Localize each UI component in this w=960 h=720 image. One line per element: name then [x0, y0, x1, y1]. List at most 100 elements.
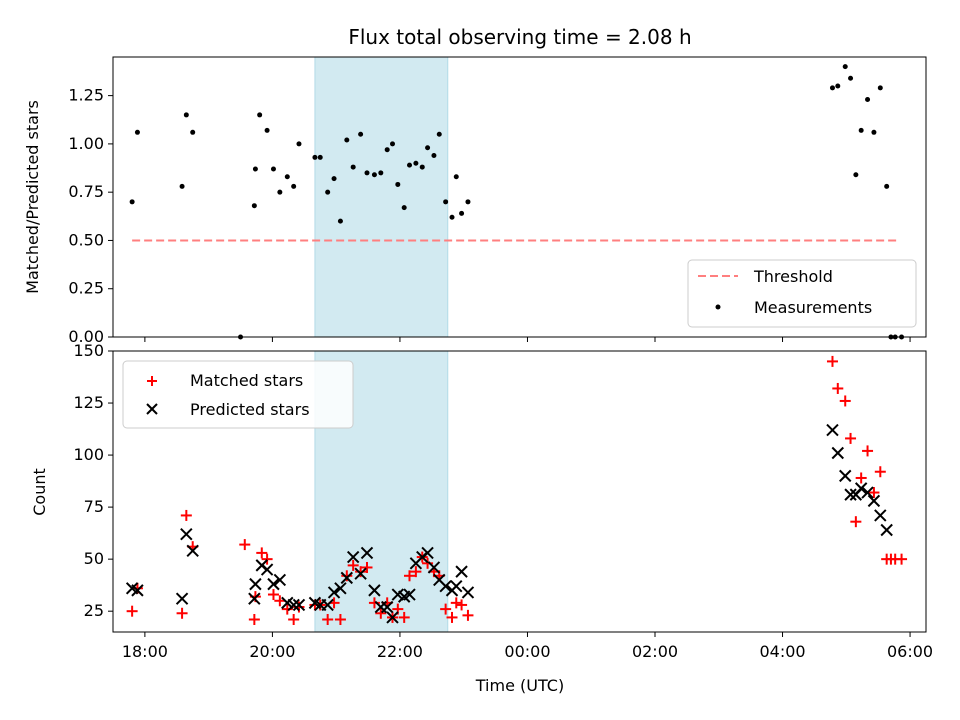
predicted-star-marker: [844, 488, 857, 501]
bottom-legend: Matched stars Predicted stars: [122, 360, 354, 429]
predicted-star-marker: [354, 567, 367, 580]
predicted-cross-b: [273, 573, 287, 587]
matched-star-marker: [267, 589, 279, 601]
predicted-star-marker: [854, 482, 868, 495]
measurement-point: [251, 203, 257, 209]
measurement-point: [459, 210, 465, 216]
matched-star-marker: [131, 582, 143, 594]
predicted-star-marker: [248, 592, 261, 605]
bottom-legend-box: [122, 360, 354, 429]
measurement-point: [378, 170, 384, 176]
predicted-star-marker: [267, 577, 280, 591]
measurement-point: [264, 127, 270, 133]
measurement-point: [858, 127, 864, 133]
matched-star-marker: [248, 614, 260, 626]
measurement-point: [179, 183, 185, 189]
predicted-cross-b: [450, 580, 463, 593]
predicted-cross-b: [433, 573, 446, 587]
predicted-cross-b: [125, 582, 139, 595]
matched-star-marker: [855, 472, 867, 484]
measurement-point: [358, 131, 364, 137]
top-y-tick-label: 0.75: [68, 182, 104, 201]
top-y-tick-label: 1.25: [68, 86, 104, 105]
measurement-point: [395, 181, 401, 187]
measurements-legend-label: Measurements: [754, 298, 872, 317]
matched-star-marker: [404, 570, 416, 582]
matched-star-marker: [832, 382, 844, 394]
bottom-y-tick-label: 25: [84, 601, 104, 620]
predicted-cross-b: [248, 592, 261, 605]
matched-star-marker: [398, 611, 410, 623]
measurements-legend-swatch: [715, 304, 721, 310]
top-legend: Threshold Measurements: [687, 259, 917, 328]
measurement-point: [277, 189, 283, 195]
predicted-star-marker: [327, 586, 341, 599]
measurement-point: [848, 75, 854, 81]
top-marks: [129, 64, 905, 340]
predicted-star-marker: [334, 582, 347, 595]
chart-title: Flux total observing time = 2.08 h: [348, 25, 691, 49]
predicted-star-marker: [826, 423, 839, 437]
predicted-star-marker: [340, 571, 354, 585]
predicted-cross-b: [874, 509, 887, 522]
predicted-cross-b: [380, 600, 394, 614]
top-y-tick-label: 0.25: [68, 279, 104, 298]
matched-star-marker: [176, 607, 188, 619]
predicted-cross-b: [826, 423, 839, 437]
predicted-cross-b: [175, 592, 189, 605]
predicted-cross-b: [340, 571, 354, 585]
predicted-cross-b: [267, 577, 280, 591]
measurement-point: [413, 160, 419, 166]
matched-star-marker: [450, 597, 462, 609]
matched-star-marker: [239, 539, 251, 551]
predicted-cross-b: [461, 586, 475, 599]
matched-star-marker: [845, 432, 857, 444]
predicted-cross-b: [360, 546, 374, 560]
bottom-y-tick-label: 100: [73, 445, 104, 464]
predicted-cross-b: [131, 584, 144, 597]
measurement-point: [257, 112, 263, 118]
measurement-point: [129, 199, 135, 205]
matched-star-marker: [361, 561, 373, 573]
measurement-point: [134, 129, 140, 135]
predicted-star-marker: [386, 611, 399, 624]
predicted-cross-b: [334, 582, 347, 595]
matched-star-marker: [368, 597, 380, 609]
predicted-cross-b: [421, 546, 434, 560]
predicted-star-marker: [287, 598, 300, 612]
matched-star-marker: [261, 553, 273, 565]
predicted-star-marker: [273, 573, 287, 587]
predicted-star-marker: [450, 580, 463, 593]
x-axis-label: Time (UTC): [475, 676, 564, 695]
predicted-star-marker: [455, 565, 468, 578]
bottom-y-tick-label: 150: [73, 341, 104, 360]
predicted-star-marker: [880, 523, 893, 537]
measurement-point: [296, 141, 302, 147]
measurement-point: [829, 85, 835, 91]
measurement-point: [252, 166, 258, 172]
matched-star-marker: [462, 609, 474, 621]
predicted-star-marker: [867, 494, 881, 508]
predicted-cross-b: [186, 544, 199, 558]
matched-star-marker: [347, 559, 359, 571]
top-y-ticks: 0.00 0.25 0.50 0.75 1.00 1.25: [68, 86, 113, 346]
bottom-panel: 25 50 75 100 125 150 18:00 20:00 22:00 00:00 02:0…: [30, 341, 933, 695]
matched-legend-swatch: [147, 376, 157, 386]
threshold-legend-label: Threshold: [753, 267, 833, 286]
predicted-star-marker: [439, 580, 452, 593]
predicted-cross-b: [854, 482, 868, 495]
measurement-point: [853, 172, 859, 178]
predicted-star-marker: [186, 544, 199, 558]
measurement-point: [835, 83, 841, 89]
predicted-star-marker: [421, 546, 434, 560]
predicted-star-marker: [403, 588, 416, 601]
measurement-point: [325, 189, 331, 195]
measurement-point: [419, 164, 425, 170]
predicted-star-marker: [249, 577, 262, 591]
observing-window-shade: [314, 56, 449, 338]
measurement-point: [371, 172, 377, 178]
predicted-cross-b: [861, 486, 874, 499]
measurement-point: [270, 166, 276, 172]
measurement-point: [291, 183, 297, 189]
